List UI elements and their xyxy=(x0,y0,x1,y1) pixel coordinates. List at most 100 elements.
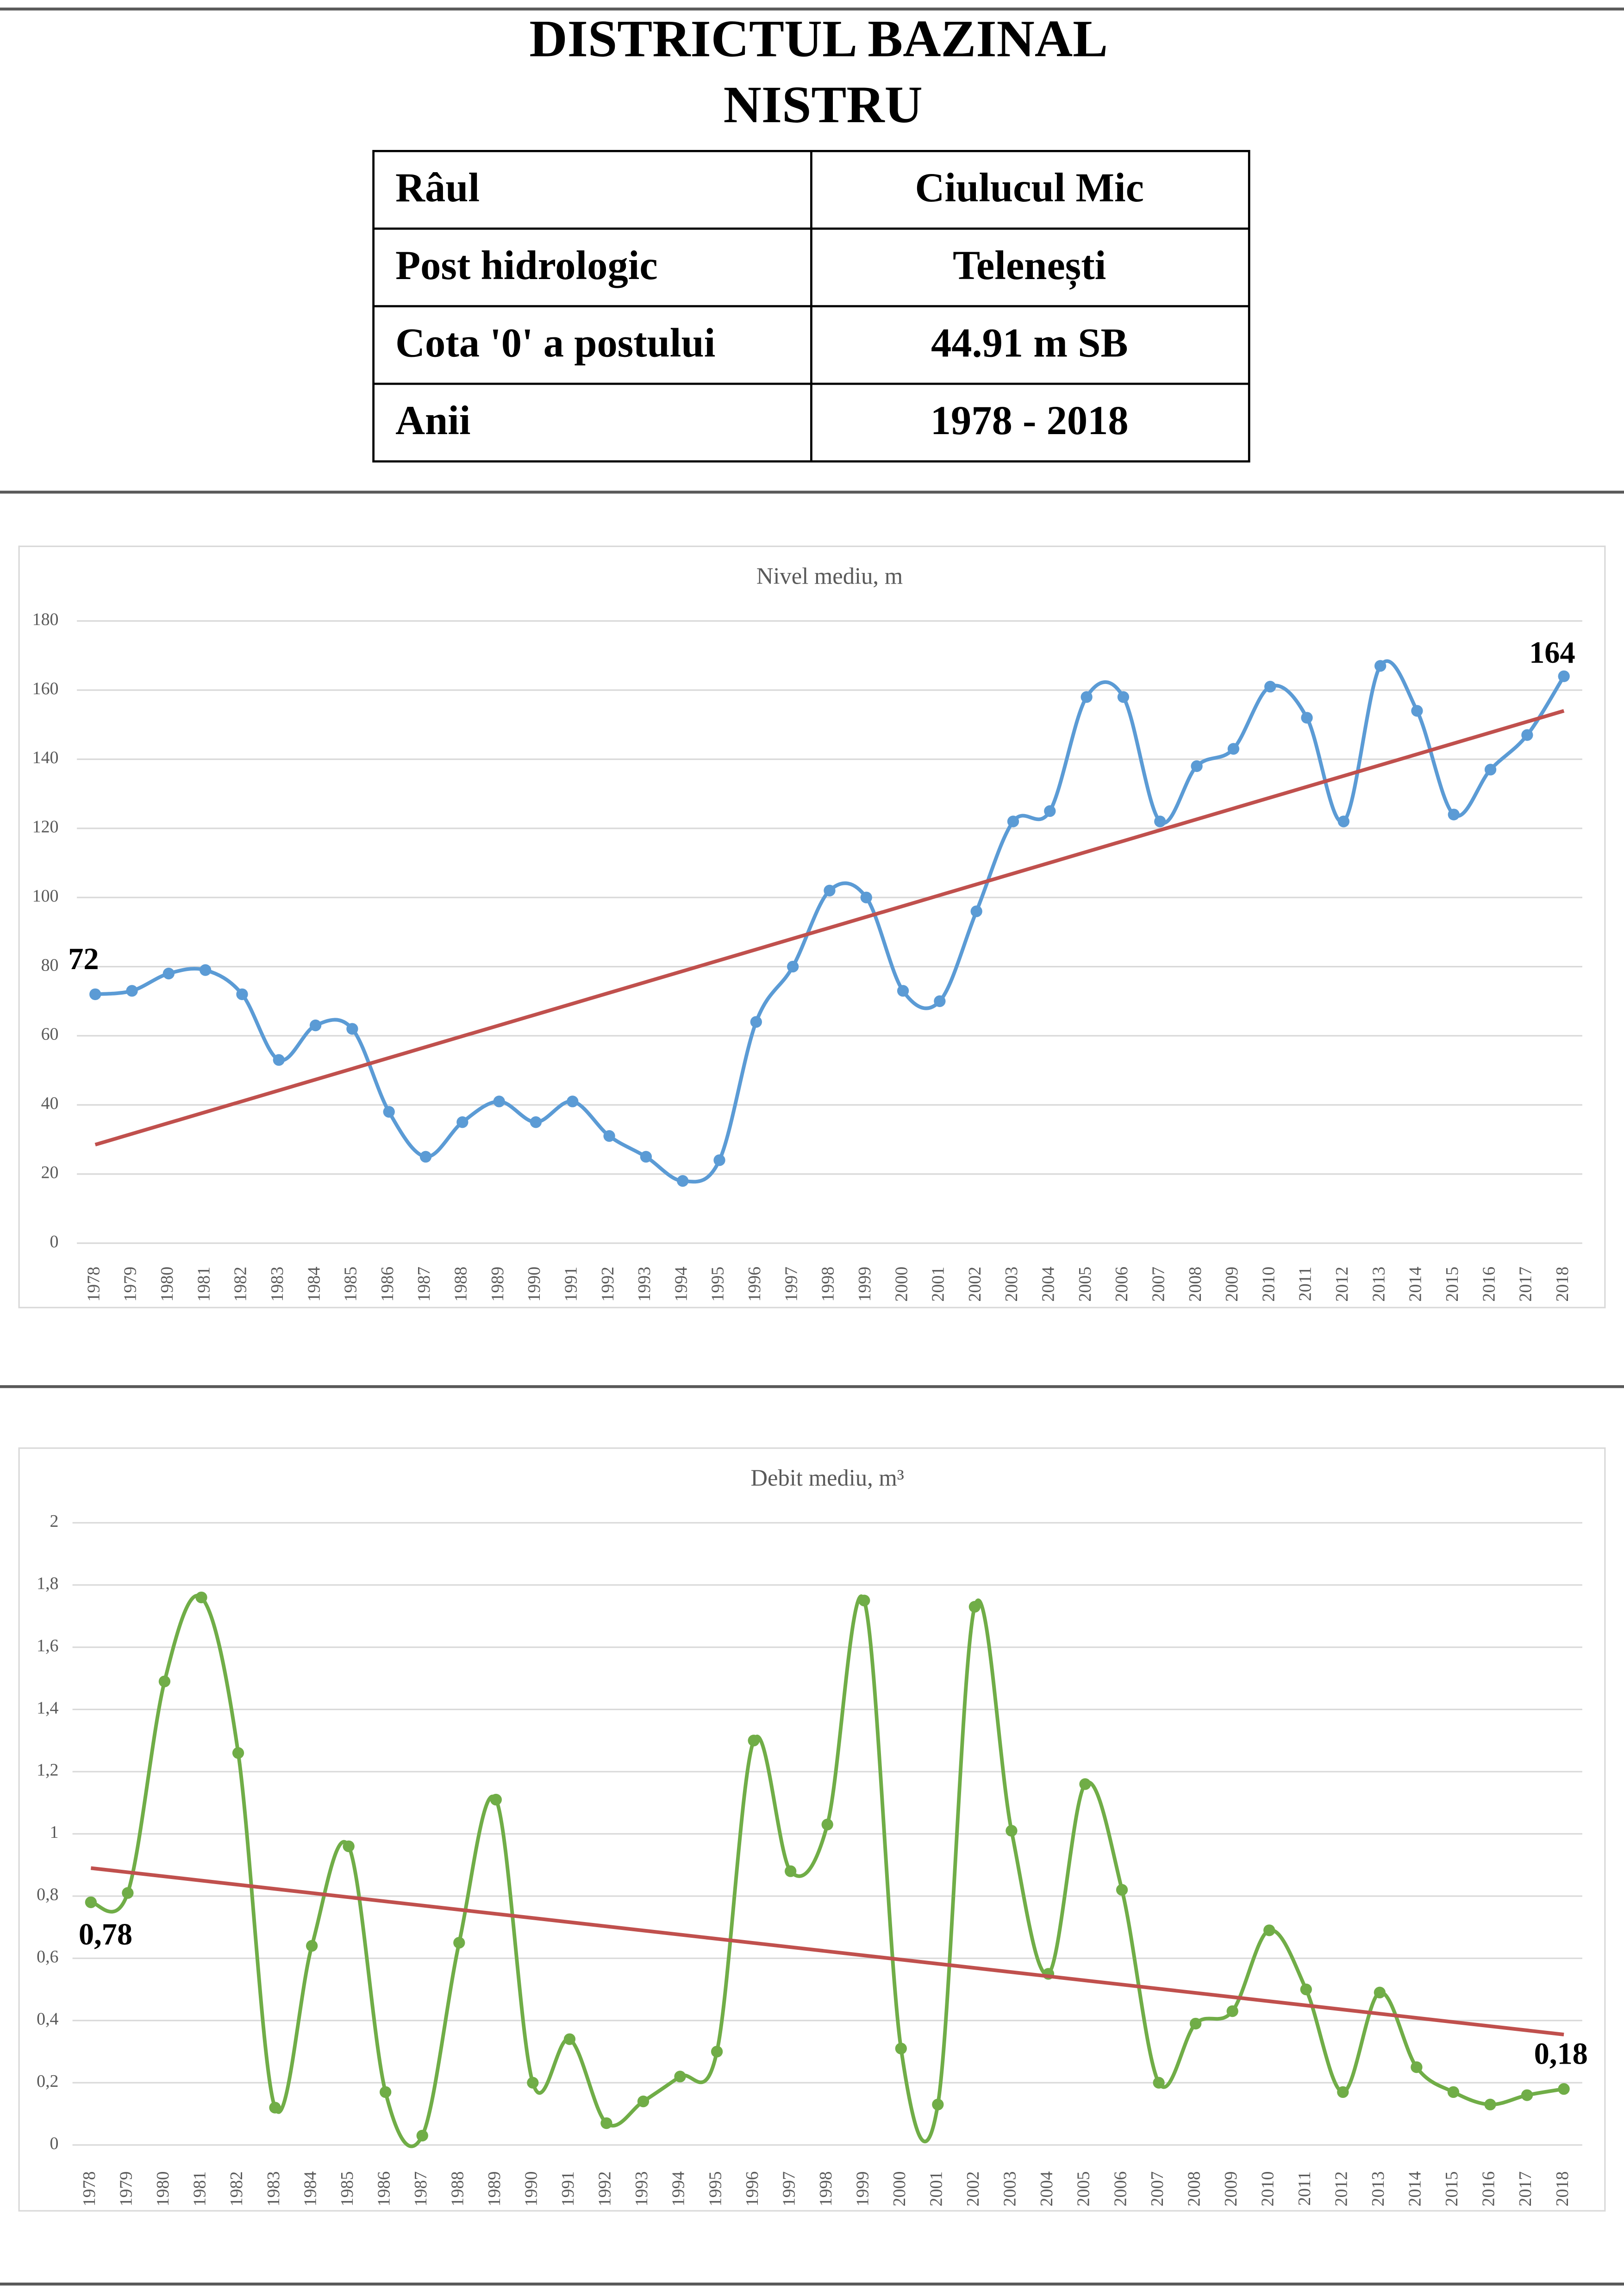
x-tick-label: 2003 xyxy=(1002,1267,1021,1302)
data-point xyxy=(416,2129,428,2142)
data-point xyxy=(603,1130,615,1142)
x-tick-label: 1997 xyxy=(779,2172,799,2207)
x-tick-label: 1985 xyxy=(337,2172,357,2207)
title: DISTRICTUL BAZINAL xyxy=(529,10,1108,68)
y-tick-label: 100 xyxy=(32,886,59,906)
x-tick-label: 2013 xyxy=(1369,1267,1388,1302)
value-label: 0,78 xyxy=(79,1918,132,1952)
x-tick-label: 1985 xyxy=(341,1267,361,1302)
data-point xyxy=(1411,705,1423,717)
data-point xyxy=(1117,691,1130,703)
x-tick-label: 2018 xyxy=(1553,2172,1572,2207)
table-cell: Râul xyxy=(395,165,480,211)
x-tick-label: 1999 xyxy=(855,1267,874,1302)
table-cell: Telenești xyxy=(953,243,1106,290)
data-point xyxy=(1301,712,1313,724)
x-tick-label: 2016 xyxy=(1479,1267,1499,1302)
x-tick-label: 1995 xyxy=(706,2172,725,2207)
x-tick-label: 2011 xyxy=(1295,2172,1314,2206)
trend-line xyxy=(90,1866,1564,2036)
value-label: 164 xyxy=(1529,636,1575,670)
x-tick-label: 1995 xyxy=(708,1267,728,1302)
x-tick-label: 2006 xyxy=(1111,2172,1130,2207)
data-point xyxy=(934,995,946,1007)
y-tick-label: 180 xyxy=(32,610,59,629)
x-tick-label: 2002 xyxy=(965,1267,985,1302)
chart-frame xyxy=(18,545,1606,1308)
data-point xyxy=(1448,809,1460,821)
chart-frame xyxy=(18,1447,1606,2212)
data-point xyxy=(456,1116,468,1128)
data-point xyxy=(858,1594,870,1606)
x-tick-label: 1978 xyxy=(80,2172,99,2207)
x-tick-label: 1994 xyxy=(671,1267,691,1302)
x-tick-label: 2004 xyxy=(1037,2172,1056,2207)
data-point xyxy=(195,1591,207,1604)
x-tick-label: 2007 xyxy=(1148,2172,1167,2207)
x-tick-label: 2015 xyxy=(1442,2172,1462,2207)
data-point xyxy=(1411,2061,1423,2073)
data-point xyxy=(1484,764,1497,776)
data-point xyxy=(1484,2098,1496,2110)
chart-title: Nivel mediu, m xyxy=(756,563,903,589)
y-tick-label: 1,2 xyxy=(37,1761,58,1780)
x-tick-label: 1986 xyxy=(374,2172,394,2207)
x-tick-label: 1981 xyxy=(194,1267,213,1302)
data-point xyxy=(236,988,248,1001)
data-point xyxy=(1116,1884,1128,1896)
x-tick-label: 1994 xyxy=(669,2172,688,2207)
y-tick-label: 1,4 xyxy=(37,1698,58,1717)
y-tick-label: 0 xyxy=(50,2134,59,2153)
series-line xyxy=(90,1593,1564,2148)
data-point xyxy=(713,1154,725,1166)
x-tick-label: 1987 xyxy=(411,2172,431,2207)
y-tick-label: 0,8 xyxy=(37,1885,58,1904)
x-tick-label: 2000 xyxy=(890,2172,909,2207)
data-point xyxy=(860,891,872,903)
x-tick-label: 1992 xyxy=(598,1267,618,1302)
y-tick-label: 1,8 xyxy=(37,1574,58,1593)
data-point xyxy=(1079,1778,1091,1790)
x-tick-label: 1984 xyxy=(300,2172,320,2207)
x-tick-label: 1988 xyxy=(448,2172,467,2207)
y-tick-label: 120 xyxy=(32,817,59,837)
x-tick-label: 2017 xyxy=(1516,1267,1536,1302)
y-tick-label: 0,6 xyxy=(37,1947,58,1966)
data-point xyxy=(1300,1983,1312,1996)
x-tick-label: 1992 xyxy=(595,2172,615,2207)
y-tick-label: 40 xyxy=(41,1094,59,1113)
title: NISTRU xyxy=(724,75,923,134)
data-point xyxy=(637,2095,650,2108)
x-tick-label: 2008 xyxy=(1184,2172,1204,2207)
x-tick-label: 2003 xyxy=(1000,2172,1020,2207)
data-point xyxy=(85,1896,97,1908)
data-point xyxy=(527,2077,539,2089)
data-point xyxy=(1521,2089,1533,2101)
data-point xyxy=(748,1735,760,1747)
data-point xyxy=(750,1016,762,1028)
table-cell: 44.91 m SB xyxy=(931,321,1128,366)
data-point xyxy=(273,1054,285,1066)
data-point xyxy=(1558,2083,1570,2095)
x-tick-label: 1981 xyxy=(190,2172,210,2207)
data-point xyxy=(640,1151,652,1163)
x-tick-label: 1998 xyxy=(818,1267,838,1302)
data-point xyxy=(677,1175,689,1187)
x-tick-label: 2006 xyxy=(1112,1267,1131,1302)
x-tick-label: 2016 xyxy=(1479,2172,1499,2207)
x-tick-label: 1987 xyxy=(414,1267,434,1302)
data-point xyxy=(490,1793,502,1806)
data-point xyxy=(269,2102,281,2114)
data-point xyxy=(563,2033,576,2045)
data-point xyxy=(493,1095,505,1108)
x-tick-label: 2004 xyxy=(1039,1267,1058,1302)
data-point xyxy=(346,1023,358,1035)
x-tick-label: 1993 xyxy=(635,1267,654,1302)
table-cell: Ciulucul Mic xyxy=(915,165,1144,211)
x-tick-label: 1980 xyxy=(153,2172,173,2207)
x-tick-label: 1991 xyxy=(561,1267,581,1302)
x-tick-label: 2012 xyxy=(1332,1267,1352,1302)
data-point xyxy=(200,964,212,976)
data-point xyxy=(1337,815,1349,828)
